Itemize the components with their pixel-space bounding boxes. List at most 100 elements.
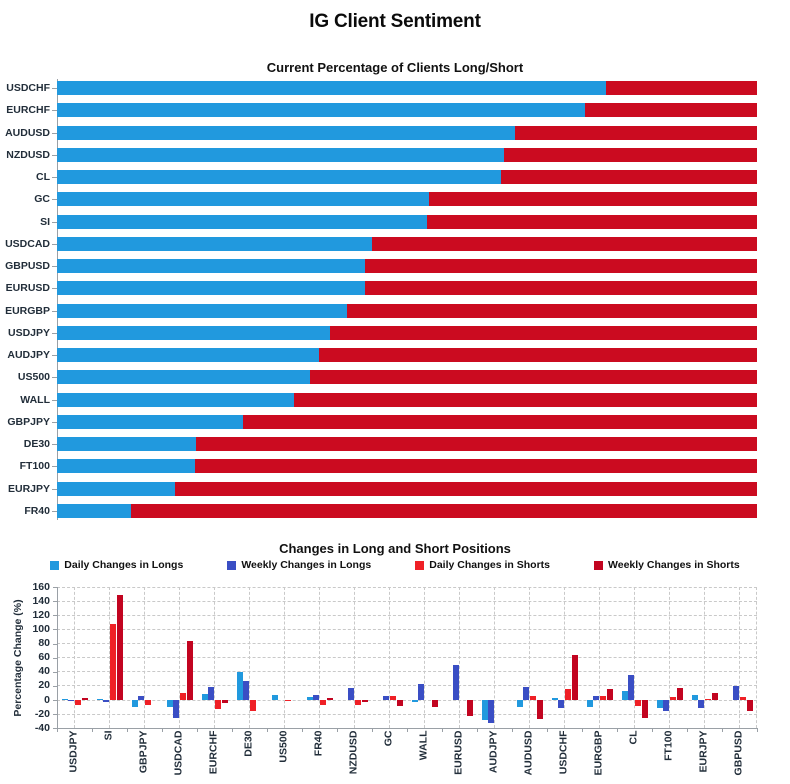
gridline-x (494, 587, 495, 729)
sentiment-row-tick (52, 266, 57, 267)
legend-swatch-icon (415, 560, 425, 570)
gridline-x (179, 587, 180, 729)
long-bar-segment (57, 192, 430, 207)
sentiment-bar-row (57, 125, 757, 140)
sentiment-bar-row (57, 370, 757, 385)
x-boundary-tick (512, 728, 513, 733)
gridline-y (57, 699, 757, 701)
change-bar-USDCHF (551, 697, 558, 700)
x-category-label: EURCHF (207, 730, 220, 775)
y-tick (53, 629, 57, 631)
sentiment-row-label: WALL (20, 393, 50, 406)
change-bar-FT100 (669, 697, 676, 700)
short-bar-segment (293, 392, 757, 407)
x-category-label: NZDUSD (347, 730, 360, 775)
x-category-label: USDCHF (557, 730, 570, 775)
short-bar-segment (372, 236, 757, 251)
change-bar-AUDJPY (481, 700, 488, 720)
x-boundary-tick (232, 728, 233, 733)
sentiment-row-label: US500 (17, 371, 50, 384)
change-bar-EURJPY (711, 692, 718, 700)
sentiment-row-tick (52, 377, 57, 379)
sentiment-row-tick (52, 310, 57, 312)
gridline-x (459, 587, 460, 729)
long-bar-segment (57, 325, 330, 340)
gridline-x (634, 587, 635, 729)
change-bar-EURCHF (208, 687, 215, 700)
x-category-label: FR40 (312, 730, 325, 757)
y-tick-label: 60 (38, 651, 50, 664)
change-bar-USDCHF (564, 689, 571, 700)
legend-swatch-icon (227, 560, 237, 570)
sentiment-bar-row (57, 81, 757, 95)
long-bar-segment (57, 503, 131, 518)
change-bar-FR40 (319, 700, 326, 705)
x-category-label: USDCAD (172, 730, 185, 776)
change-bar-DE30 (243, 680, 250, 700)
change-bar-EURJPY (691, 695, 698, 700)
legend-swatch-icon (594, 560, 604, 570)
change-bar-US500 (284, 700, 291, 702)
gridline-x (284, 587, 285, 729)
y-tick (53, 700, 57, 701)
sentiment-bar-row (57, 414, 757, 429)
x-boundary-tick (617, 728, 618, 733)
change-bar-GBPJPY (144, 700, 151, 705)
y-tick (53, 714, 57, 716)
change-bar-EURJPY (698, 700, 705, 709)
long-bar-segment (57, 348, 319, 362)
short-bar-segment (309, 370, 757, 385)
x-boundary-tick (757, 728, 758, 733)
short-bar-segment (500, 170, 757, 184)
x-boundary-tick (127, 728, 128, 733)
changes-chart-legend: Daily Changes in Longs Weekly Changes in … (0, 559, 790, 571)
change-bar-SI (96, 698, 103, 700)
short-bar-segment (130, 503, 757, 518)
change-bar-GC (389, 696, 396, 700)
change-bar-GBPUSD (746, 700, 753, 711)
change-bar-EURGBP (599, 696, 606, 700)
x-boundary-tick (57, 728, 58, 733)
y-tick (53, 587, 57, 588)
sentiment-row-tick (52, 444, 57, 445)
short-bar-segment (514, 125, 757, 140)
sentiment-row-label: GBPUSD (5, 260, 50, 272)
gridline-y (57, 614, 757, 616)
short-bar-segment (330, 325, 757, 340)
change-bar-NZDUSD (361, 700, 368, 703)
sentiment-bar-row (57, 103, 757, 118)
x-boundary-tick (337, 728, 338, 733)
change-bar-EURUSD (466, 700, 473, 716)
y-tick (53, 685, 57, 687)
x-category-label: EURUSD (452, 730, 465, 775)
sentiment-row-tick (52, 399, 57, 401)
y-tick (53, 728, 57, 730)
change-bar-FT100 (663, 700, 670, 711)
sentiment-bar-row (57, 259, 757, 273)
sentiment-row-tick (52, 110, 57, 112)
change-bar-WALL (418, 684, 425, 700)
sentiment-row-tick (52, 466, 57, 468)
long-bar-segment (57, 459, 195, 474)
long-bar-segment (57, 81, 606, 95)
legend-label: Weekly Changes in Shorts (608, 559, 740, 571)
sentiment-row-label: AUDUSD (5, 126, 50, 139)
gridline-y (57, 671, 757, 673)
x-category-label: EURJPY (697, 730, 710, 773)
change-bar-SI (116, 595, 123, 700)
change-bar-EURGBP (606, 688, 613, 700)
change-bar-CL (621, 690, 628, 700)
page-title: IG Client Sentiment (309, 11, 481, 32)
gridline-x (669, 587, 670, 729)
sentiment-row-label: GBPJPY (7, 415, 50, 428)
gridline-x (144, 587, 145, 729)
long-bar-segment (57, 303, 347, 318)
change-bar-AUDUSD (536, 700, 543, 720)
y-tick-label: 0 (44, 693, 50, 706)
change-bar-SI (103, 700, 110, 703)
x-boundary-tick (547, 728, 548, 733)
short-bar-segment (174, 481, 757, 496)
sentiment-row-label: EURJPY (7, 482, 50, 495)
x-boundary-tick (582, 728, 583, 733)
sentiment-row-tick (52, 355, 57, 356)
